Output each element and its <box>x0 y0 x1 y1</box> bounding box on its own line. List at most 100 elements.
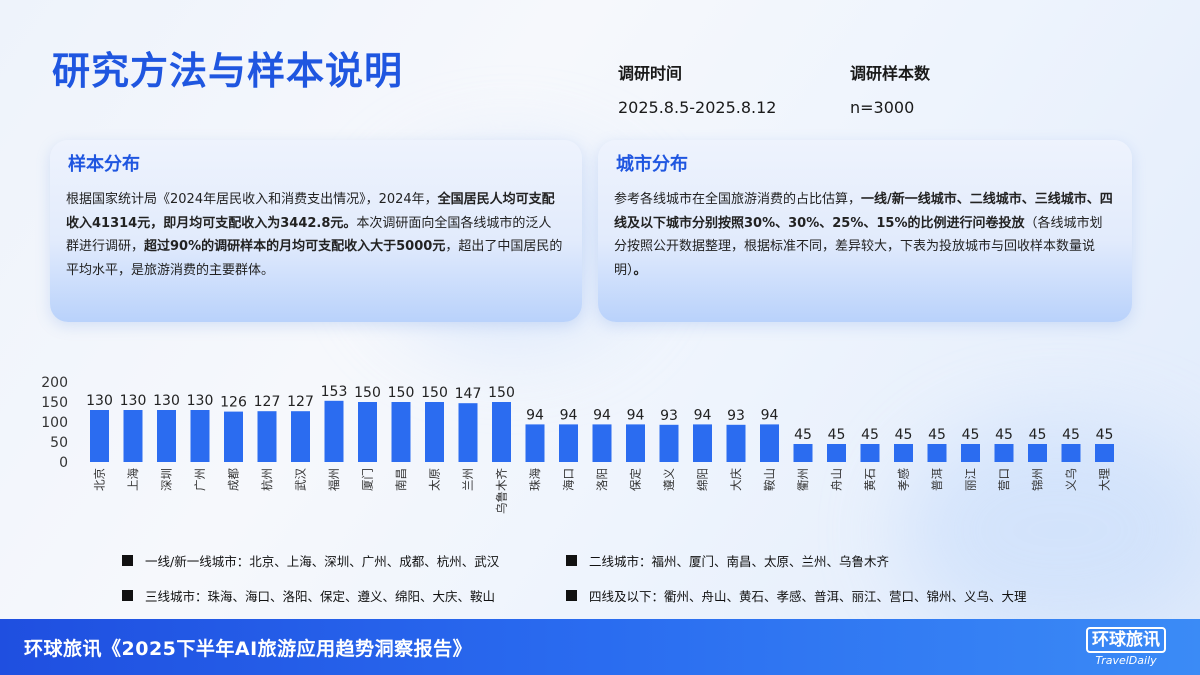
bar <box>760 424 779 462</box>
legend-label: 二线城市：福州、厦门、南昌、太原、兰州、乌鲁木齐 <box>589 554 890 569</box>
y-tick-label: 100 <box>41 415 68 431</box>
bar <box>626 424 645 462</box>
bar <box>927 444 947 462</box>
page-title: 研究方法与样本说明 <box>52 49 404 93</box>
x-tick-label: 成都 <box>227 468 241 491</box>
bar <box>291 411 310 462</box>
x-tick-label: 武汉 <box>294 468 308 491</box>
y-tick-label: 50 <box>50 435 68 451</box>
data-label: 45 <box>1029 427 1047 443</box>
footer-text: 环球旅讯《2025下半年AI旅游应用趋势洞察报告》 <box>24 638 473 660</box>
text-span: 根据国家统计局《2024年居民收入和消费支出情况》，2024年， <box>66 192 438 207</box>
data-label: 45 <box>1062 427 1080 443</box>
x-tick-label: 大庆 <box>729 468 743 491</box>
x-tick-label: 普洱 <box>930 468 944 491</box>
x-tick-label: 黄石 <box>863 468 877 491</box>
bar <box>324 400 344 462</box>
data-label: 150 <box>421 385 448 401</box>
x-tick-label: 广州 <box>193 468 207 491</box>
data-label: 45 <box>995 427 1013 443</box>
bar <box>592 424 612 462</box>
bar <box>257 411 277 462</box>
x-tick-label: 衢州 <box>796 468 810 491</box>
legend-label: 三线城市：珠海、海口、洛阳、保定、遵义、绵阳、大庆、鞍山 <box>145 589 496 604</box>
data-label: 45 <box>828 427 846 443</box>
x-tick-label: 保定 <box>629 468 643 491</box>
x-tick-label: 孝感 <box>897 468 911 491</box>
x-tick-label: 绵阳 <box>696 468 710 491</box>
x-tick-label: 义乌 <box>1064 468 1078 491</box>
sample-size-value: n=3000 <box>850 98 915 117</box>
x-tick-label: 北京 <box>93 468 107 491</box>
legend-marker <box>122 555 133 566</box>
bar <box>860 444 880 462</box>
x-tick-label: 营口 <box>997 468 1011 491</box>
data-label: 130 <box>86 393 113 409</box>
bar <box>827 444 846 462</box>
x-tick-label: 南昌 <box>394 468 408 491</box>
bar <box>425 402 444 462</box>
data-label: 94 <box>627 407 645 423</box>
bar <box>1028 444 1047 462</box>
bar <box>894 444 913 462</box>
bar <box>793 444 813 462</box>
legend-label: 一线/新一线城市：北京、上海、深圳、广州、成都、杭州、武汉 <box>145 554 500 569</box>
data-label: 127 <box>287 394 314 410</box>
x-tick-label: 大理 <box>1098 468 1112 491</box>
text-span: ，超出了中国居民的平均水平，是旅游消费的主要群体。 <box>66 239 563 278</box>
brand-logo: 环球旅讯 TravelDaily <box>1086 627 1166 667</box>
text-bold: 一线/新一线城市、二线城市、三线城市、四线及以下城市分别按照30%、30%、25… <box>614 192 1113 231</box>
y-tick-label: 200 <box>41 375 68 391</box>
data-label: 127 <box>254 394 281 410</box>
survey-time: 调研时间 2025.8.5-2025.8.12 <box>618 60 776 117</box>
bar <box>961 444 980 462</box>
x-tick-label: 丽江 <box>964 468 978 491</box>
x-tick-label: 上海 <box>126 468 140 491</box>
data-label: 126 <box>220 395 247 411</box>
text-span: （各线城市划分按照公开数据整理，根据标准不同，差异较大，下表为投放城市与回收样本… <box>614 215 1103 278</box>
x-tick-label: 洛阳 <box>595 468 609 491</box>
city-sample-bar-chart: 0 50 100 150 200 130 北京 130 上海 130 深圳 130 广州 126 成都 127… <box>41 375 1114 514</box>
bar <box>994 444 1014 462</box>
text-bold: 。 <box>633 262 647 278</box>
x-tick-label: 乌鲁木齐 <box>495 468 509 514</box>
bar <box>157 410 176 462</box>
data-label: 150 <box>488 385 515 401</box>
bar <box>224 411 243 462</box>
data-label: 45 <box>1096 427 1114 443</box>
bar <box>123 410 143 462</box>
data-label: 130 <box>187 393 214 409</box>
x-tick-label: 舟山 <box>830 468 844 491</box>
text-span: 参考各线城市在全国旅游消费的占比估算， <box>614 192 862 207</box>
sample-distribution-text: 根据国家统计局《2024年居民收入和消费支出情况》，2024年，全国居民人均可支… <box>66 188 564 282</box>
bar <box>559 424 578 462</box>
x-tick-label: 海口 <box>562 468 576 491</box>
legend-marker <box>566 555 577 566</box>
data-label: 130 <box>120 393 147 409</box>
sample-size-label: 调研样本数 <box>850 64 931 83</box>
y-tick-label: 0 <box>59 455 68 471</box>
data-label: 45 <box>962 427 980 443</box>
data-label: 93 <box>727 408 745 424</box>
sample-distribution-card: 样本分布 根据国家统计局《2024年居民收入和消费支出情况》，2024年，全国居… <box>50 140 582 322</box>
footer-bar: 环球旅讯《2025下半年AI旅游应用趋势洞察报告》 环球旅讯 TravelDai… <box>0 619 1200 675</box>
data-label: 94 <box>526 407 544 423</box>
city-distribution-text: 参考各线城市在全国旅游消费的占比估算，一线/新一线城市、二线城市、三线城市、四线… <box>614 188 1114 282</box>
x-tick-label: 厦门 <box>361 468 375 491</box>
legend-item: 四线及以下：衢州、舟山、黄石、孝感、普洱、丽江、营口、锦州、义乌、大理 <box>566 586 1027 605</box>
bar <box>358 402 377 462</box>
data-label: 147 <box>455 386 482 402</box>
data-label: 94 <box>560 407 578 423</box>
x-tick-label: 太原 <box>428 468 442 491</box>
x-tick-label: 珠海 <box>528 468 542 491</box>
data-label: 45 <box>928 427 946 443</box>
x-tick-label: 鞍山 <box>763 468 777 491</box>
data-label: 45 <box>794 427 812 443</box>
x-tick-label: 遵义 <box>662 468 676 491</box>
sample-size: 调研样本数 n=3000 <box>850 60 930 117</box>
text-span: 本次调研面向全国各线城市的泛人群进行调研， <box>66 215 552 255</box>
bar <box>659 424 679 462</box>
bar <box>1095 444 1114 462</box>
data-label: 150 <box>354 385 381 401</box>
bar <box>492 402 511 462</box>
